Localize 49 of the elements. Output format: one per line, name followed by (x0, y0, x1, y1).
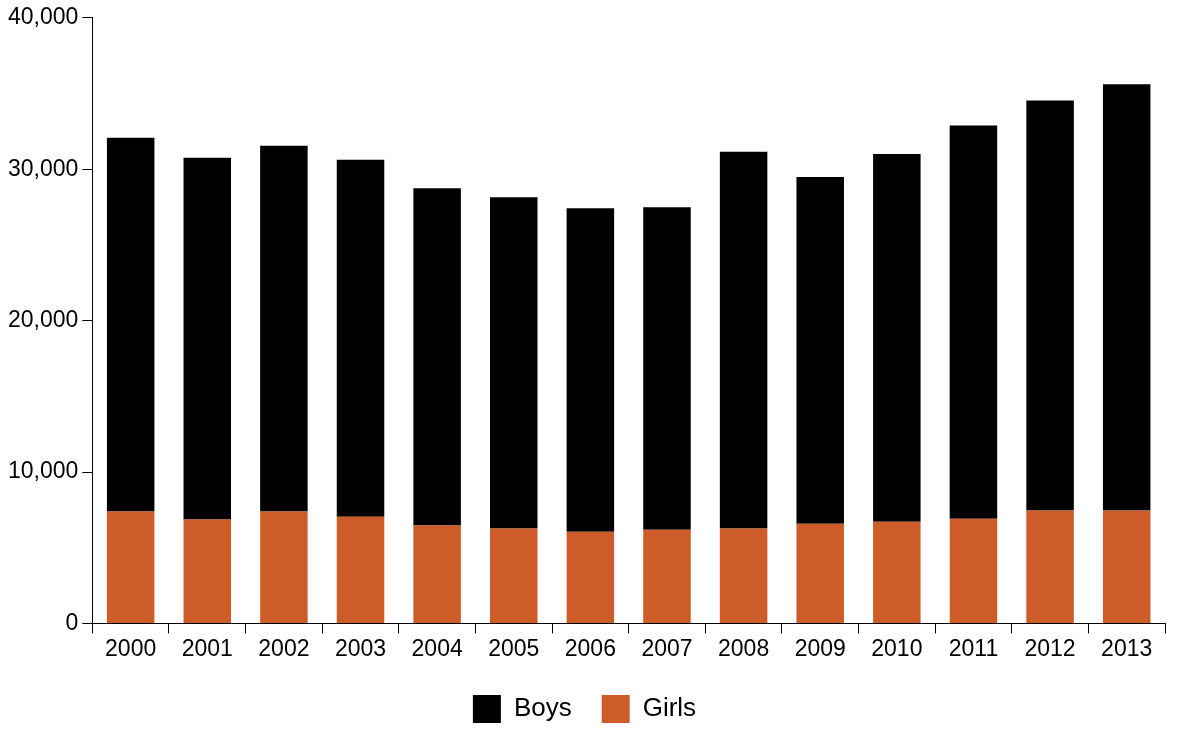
legend-label: Boys (513, 692, 572, 723)
bar (873, 521, 921, 623)
x-tick-label: 2009 (794, 634, 846, 661)
bar (1026, 510, 1074, 623)
bar (1102, 510, 1151, 623)
bar (1102, 84, 1151, 511)
x-tick-label: 2013 (1101, 634, 1153, 661)
x-tick-label: 2001 (181, 634, 233, 661)
bar (719, 151, 768, 529)
bar (336, 516, 385, 623)
bar (260, 145, 308, 512)
bar (413, 188, 461, 526)
y-tick-label: 0 (65, 608, 79, 635)
bar (566, 531, 615, 623)
y-tick-label: 40,000 (7, 3, 79, 30)
bar (949, 125, 998, 519)
bar (566, 208, 615, 532)
x-tick-label: 2012 (1024, 634, 1076, 661)
bar (106, 511, 155, 623)
bar (183, 519, 232, 623)
x-tick-label: 2000 (105, 634, 157, 661)
y-tick-label: 30,000 (7, 154, 79, 181)
bar (949, 518, 998, 623)
bar (719, 528, 768, 623)
bar (413, 525, 461, 623)
bar (643, 207, 691, 530)
bar (490, 528, 538, 623)
bar (796, 523, 844, 623)
bar (643, 529, 691, 623)
bar (1026, 100, 1074, 511)
bar (336, 159, 385, 517)
x-tick-label: 2004 (411, 634, 463, 661)
x-tick-label: 2011 (948, 634, 999, 661)
x-tick-label: 2003 (334, 634, 387, 661)
bar (873, 153, 921, 522)
y-tick-label: 20,000 (7, 305, 79, 332)
x-tick-label: 2010 (871, 634, 923, 661)
legend-label: Girls (642, 692, 697, 723)
bar (490, 197, 538, 529)
x-tick-label: 2007 (641, 634, 693, 661)
x-tick-label: 2006 (564, 634, 616, 661)
x-tick-label: 2005 (488, 634, 540, 661)
bar (796, 177, 844, 524)
bar (106, 137, 155, 512)
y-tick-label: 10,000 (7, 457, 79, 484)
bar (260, 511, 308, 623)
x-tick-label: 2002 (258, 634, 310, 661)
x-tick-label: 2008 (718, 634, 770, 661)
bar (183, 157, 232, 520)
